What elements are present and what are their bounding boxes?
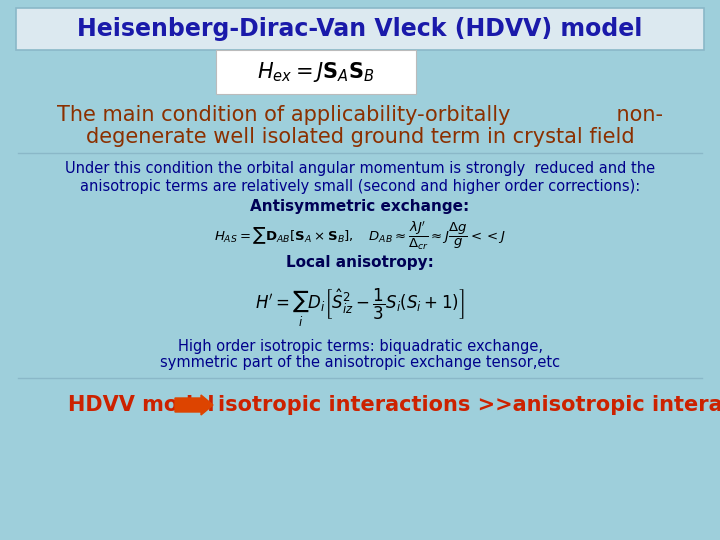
Text: isotropic interactions >>anisotropic interactions: isotropic interactions >>anisotropic int…	[218, 395, 720, 415]
Text: anisotropic terms are relatively small (second and higher order corrections):: anisotropic terms are relatively small (…	[80, 179, 640, 193]
FancyArrow shape	[175, 395, 213, 415]
Text: Local anisotropy:: Local anisotropy:	[286, 254, 434, 269]
Text: High order isotropic terms: biquadratic exchange,: High order isotropic terms: biquadratic …	[178, 339, 542, 354]
Text: $H_{ex} = J\mathbf{S}_A\mathbf{S}_B$: $H_{ex} = J\mathbf{S}_A\mathbf{S}_B$	[257, 60, 375, 84]
FancyBboxPatch shape	[16, 8, 704, 50]
Text: Under this condition the orbital angular momentum is strongly  reduced and the: Under this condition the orbital angular…	[65, 161, 655, 177]
Text: symmetric part of the anisotropic exchange tensor,etc: symmetric part of the anisotropic exchan…	[160, 355, 560, 370]
Text: HDVV model: HDVV model	[68, 395, 229, 415]
Text: The main condition of applicability-orbitally                non-: The main condition of applicability-orbi…	[57, 105, 663, 125]
Text: $H_{AS} = \sum \mathbf{D}_{AB}\left[\mathbf{S}_A \times \mathbf{S}_B\right], \qu: $H_{AS} = \sum \mathbf{D}_{AB}\left[\mat…	[214, 220, 506, 252]
FancyBboxPatch shape	[216, 50, 416, 94]
Text: degenerate well isolated ground term in crystal field: degenerate well isolated ground term in …	[86, 127, 634, 147]
Text: Heisenberg-Dirac-Van Vleck (HDVV) model: Heisenberg-Dirac-Van Vleck (HDVV) model	[77, 17, 643, 41]
Text: $H^{\prime} = \sum_i D_i \left[\hat{S}_{iz}^2 - \dfrac{1}{3}S_i(S_i+1)\right]$: $H^{\prime} = \sum_i D_i \left[\hat{S}_{…	[256, 287, 464, 329]
Text: Antisymmetric exchange:: Antisymmetric exchange:	[251, 199, 469, 213]
